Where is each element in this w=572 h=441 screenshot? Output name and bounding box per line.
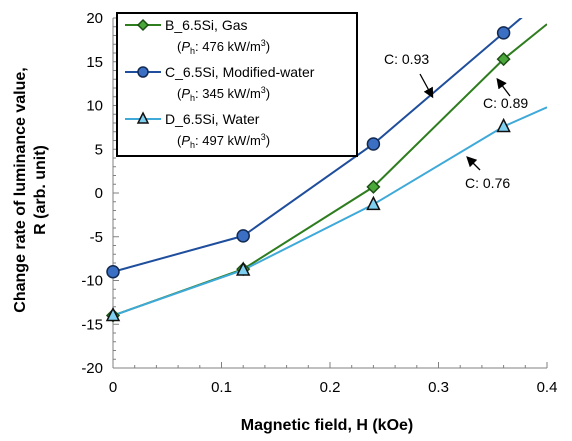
data-point-triangle [235, 261, 251, 276]
annotation-label: C: 0.93 [384, 51, 429, 67]
x-axis-title: Magnetic field, H (kOe) [241, 417, 413, 434]
axes: -20 -15 -10 -5 0 5 10 15 20 0 0.1 0.2 0.3 0.4 [81, 10, 557, 396]
legend-series-detail: (Ph: 345 kW/m3) [177, 85, 270, 103]
data-point-diamond [496, 52, 511, 67]
y-axis-title-line2: R (arb. unit) [32, 145, 49, 235]
y-tick-label: 5 [95, 141, 103, 158]
annotation-arrow [466, 156, 481, 171]
data-point-diamond [366, 179, 381, 194]
legend-series-name: D_6.5Si, Water [165, 111, 260, 127]
data-point-circle [106, 265, 120, 279]
annotation-arrow [419, 73, 434, 99]
series-markers [105, 26, 511, 323]
x-tick-label: 0.1 [211, 379, 232, 396]
y-tick-label: 10 [86, 98, 103, 115]
legend-swatch-marker [136, 18, 150, 32]
annotations: C: 0.93 C: 0.89 C: 0.76 [384, 51, 528, 191]
legend-series-name: B_6.5Si, Gas [165, 17, 248, 33]
annotation-arrow [496, 77, 511, 97]
legend-swatch-marker [136, 111, 150, 124]
x-tick-label: 0.4 [537, 379, 558, 396]
data-point-circle [366, 137, 381, 151]
data-point-triangle [366, 195, 381, 211]
y-tick-label: 15 [86, 54, 103, 71]
y-tick-label: 0 [95, 185, 103, 202]
legend-series-detail: (Ph: 476 kW/m3) [177, 38, 270, 56]
data-point-circle [496, 26, 511, 40]
legend-series-name: C_6.5Si, Modified-water [165, 64, 315, 80]
y-tick-label: -20 [81, 360, 103, 377]
x-tick-label: 0.3 [428, 379, 449, 396]
y-tick-label: -5 [90, 229, 103, 246]
y-tick-label: -10 [81, 273, 103, 290]
annotation-label: C: 0.76 [465, 175, 510, 191]
y-axis-title-line1: Change rate of luminance value, [12, 67, 29, 312]
data-point-triangle [105, 306, 121, 322]
legend-swatch-marker [137, 66, 149, 78]
x-tick-label: 0 [109, 379, 117, 396]
y-tick-label: 20 [86, 10, 103, 27]
x-tick-label: 0.2 [320, 379, 341, 396]
data-point-triangle [496, 117, 511, 133]
data-point-circle [236, 229, 250, 243]
legend-box [116, 12, 358, 157]
legend: B_6.5Si, Gas (Ph: 476 kW/m3) C_6.5Si, Modi… [116, 12, 358, 157]
annotation-label: C: 0.89 [483, 95, 528, 111]
legend-series-detail: (Ph: 497 kW/m3) [177, 132, 270, 150]
y-tick-label: -15 [81, 316, 103, 333]
